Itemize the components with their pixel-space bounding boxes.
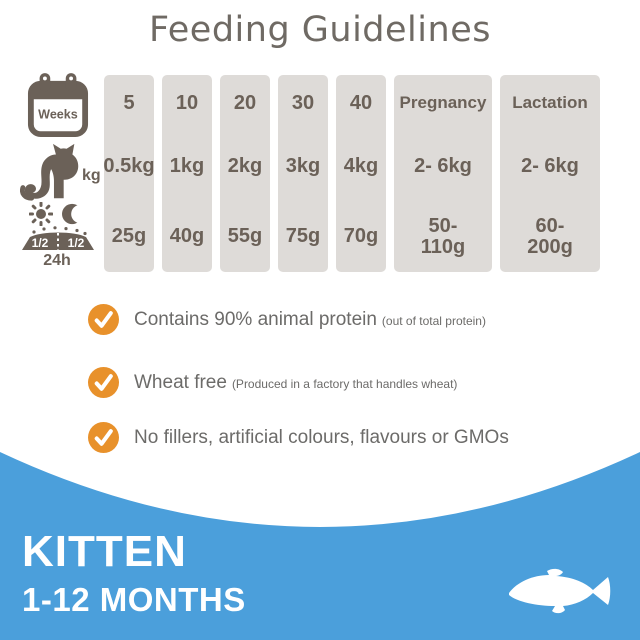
bullet-note: (out of total protein) (381, 313, 486, 328)
amount-value: 75g (285, 225, 321, 247)
amount-value: 55g (227, 225, 263, 247)
table-column-40-weeks: 40 4kg 70g (336, 75, 386, 272)
amount-line-1: 50- (428, 214, 458, 237)
amount-value: 70g (343, 225, 379, 247)
column-header: Pregnancy (399, 93, 487, 113)
product-name: KITTEN (22, 527, 187, 576)
weight-value: 0.5kg (103, 154, 155, 177)
moon-icon (62, 203, 83, 225)
bullet-note: (Produced in a factory that handles whea… (231, 376, 458, 391)
age-range: 1-12 MONTHS (22, 581, 246, 618)
check-icon (88, 304, 119, 335)
weight-unit-label: kg (82, 167, 101, 184)
wave-background (0, 452, 640, 640)
cat-icon (20, 143, 79, 201)
column-header: 30 (291, 91, 315, 114)
table-column-30-weeks: 30 3kg 75g (278, 75, 328, 272)
feeding-table: Weeks kg (20, 73, 620, 272)
table-column-5-weeks: 5 0.5kg 25g (103, 75, 155, 272)
bullet-text: No fillers, artificial colours, flavours… (134, 427, 514, 449)
column-header: 20 (233, 91, 257, 114)
column-header: 5 (123, 91, 135, 114)
calendar-icon: Weeks (27, 73, 89, 137)
half-portion-day: 1/2 (32, 236, 49, 250)
bullet-text: Contains 90% animal protein (out of total… (134, 309, 486, 331)
amount-line-2: 110g (420, 235, 466, 258)
amount-value: 25g (111, 225, 147, 247)
check-icon (88, 422, 119, 453)
weight-value: 2- 6kg (521, 154, 579, 177)
sun-icon (29, 202, 53, 226)
column-header: 10 (175, 91, 199, 114)
bullet-no-fillers: No fillers, artificial colours, flavours… (88, 422, 514, 453)
column-header: 40 (349, 91, 373, 114)
food-bowl-icon: 1/2 1/2 (22, 226, 94, 250)
bullet-main: Contains 90% animal protein (134, 308, 377, 330)
amount-value: 40g (169, 225, 205, 247)
table-column-20-weeks: 20 2kg 55g (220, 75, 270, 272)
weight-value: 4kg (343, 154, 379, 177)
bullet-text: Wheat free (Produced in a factory that ha… (134, 372, 457, 394)
weight-value: 3kg (285, 154, 321, 177)
column-header: Lactation (512, 93, 588, 113)
weeks-label: Weeks (38, 108, 78, 122)
fish-icon (509, 568, 611, 614)
bullet-wheat-free: Wheat free (Produced in a factory that ha… (88, 367, 457, 398)
half-portion-night: 1/2 (68, 236, 85, 250)
amount-line-1: 60- (535, 214, 565, 237)
weight-value: 2kg (227, 154, 263, 177)
amount-line-2: 200g (527, 235, 573, 258)
table-column-pregnancy: Pregnancy 2- 6kg 50- 110g (394, 75, 492, 272)
amount-value: 50- 110g (394, 201, 492, 272)
bullet-main: Wheat free (134, 371, 227, 393)
weight-value: 2- 6kg (414, 154, 472, 177)
table-column-lactation: Lactation 2- 6kg 60- 200g (500, 75, 600, 272)
weight-value: 1kg (169, 154, 205, 177)
portion-period-label: 24h (43, 252, 71, 269)
table-column-10-weeks: 10 1kg 40g (162, 75, 212, 272)
bullet-animal-protein: Contains 90% animal protein (out of total… (88, 304, 486, 335)
bullet-main: No fillers, artificial colours, flavours… (134, 426, 509, 448)
page-title: Feeding Guidelines (149, 10, 491, 50)
amount-value: 60- 200g (500, 201, 600, 272)
row-icons-column: Weeks kg (20, 73, 101, 272)
check-icon (88, 367, 119, 398)
